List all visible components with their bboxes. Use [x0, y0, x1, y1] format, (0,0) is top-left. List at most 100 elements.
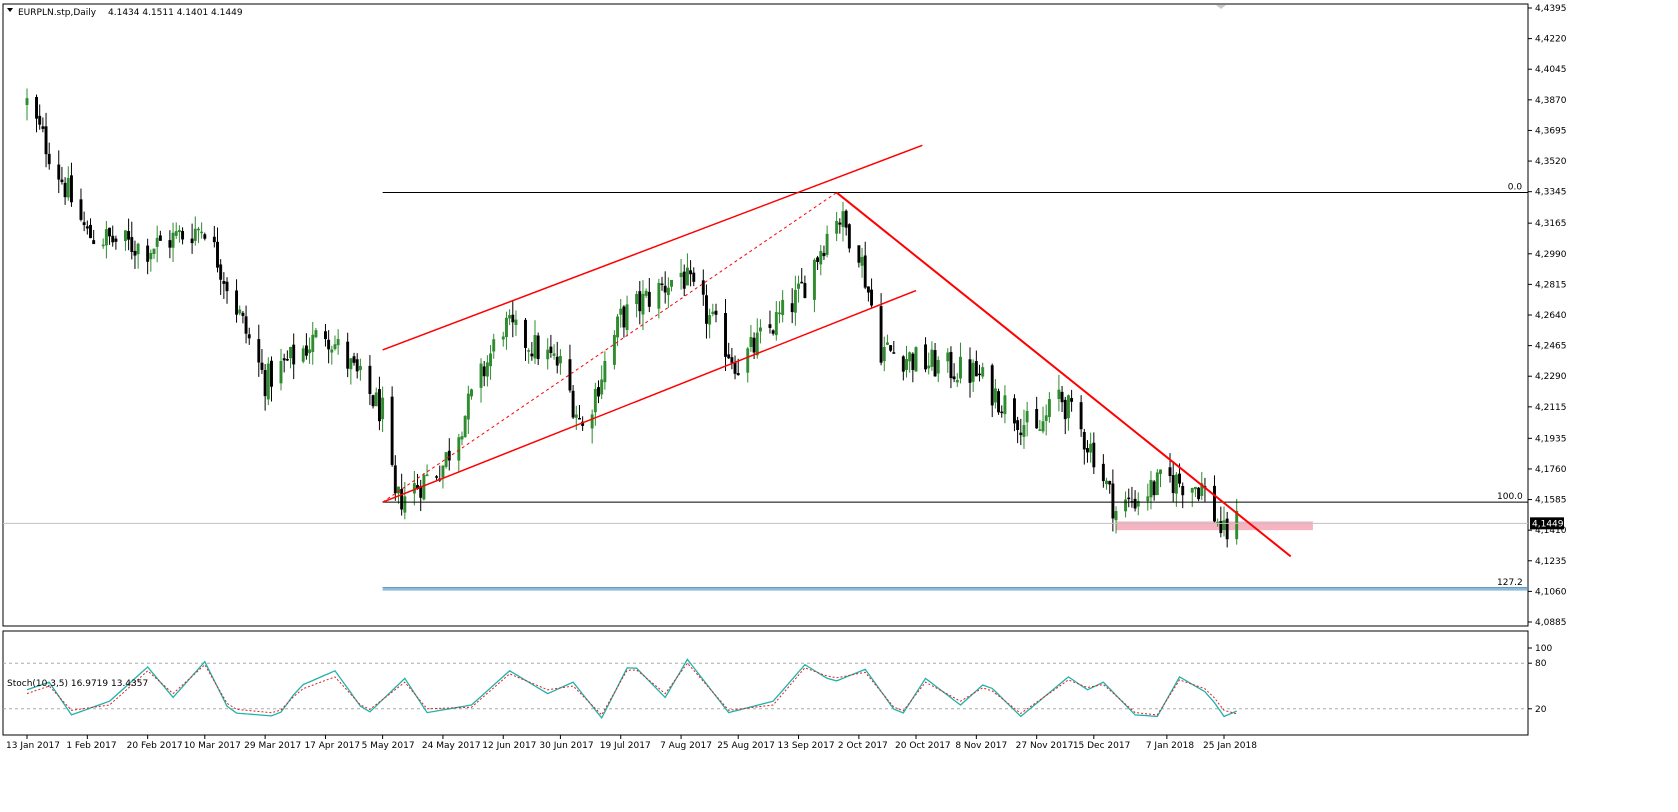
candle[interactable] — [1003, 385, 1007, 424]
candle[interactable] — [25, 88, 29, 121]
candle[interactable] — [1190, 487, 1194, 507]
candle[interactable] — [1159, 469, 1162, 488]
candle[interactable] — [149, 249, 153, 272]
candle[interactable] — [536, 332, 540, 366]
candle[interactable] — [330, 345, 334, 365]
candle[interactable] — [514, 310, 518, 336]
candle[interactable] — [971, 359, 975, 392]
candle[interactable] — [774, 301, 778, 341]
candle[interactable] — [644, 288, 648, 299]
candle[interactable] — [1149, 470, 1153, 510]
candle[interactable] — [1019, 418, 1023, 446]
candle[interactable] — [857, 245, 861, 268]
trendline-channel-upper[interactable] — [382, 144, 923, 351]
candle[interactable] — [381, 386, 385, 432]
candle[interactable] — [901, 355, 905, 381]
price-zone[interactable] — [1116, 521, 1313, 531]
candle[interactable] — [1089, 432, 1093, 463]
candle[interactable] — [619, 298, 623, 328]
candle[interactable] — [101, 238, 105, 249]
candle[interactable] — [1063, 396, 1067, 435]
candle[interactable] — [600, 365, 604, 400]
candle[interactable] — [558, 349, 562, 375]
candle[interactable] — [866, 286, 870, 302]
candle[interactable] — [200, 222, 204, 239]
candle[interactable] — [1174, 471, 1178, 507]
candle[interactable] — [177, 225, 181, 243]
candle[interactable] — [133, 240, 137, 269]
candle[interactable] — [441, 465, 445, 489]
candle[interactable] — [816, 255, 820, 270]
candle[interactable] — [244, 305, 248, 344]
candle[interactable] — [844, 209, 848, 236]
candle[interactable] — [333, 335, 337, 351]
candle[interactable] — [749, 324, 753, 352]
candle[interactable] — [447, 438, 451, 471]
candle[interactable] — [66, 166, 70, 201]
candle[interactable] — [136, 242, 140, 269]
candle[interactable] — [1082, 428, 1086, 465]
candle[interactable] — [1235, 498, 1239, 545]
candle[interactable] — [1171, 461, 1175, 503]
candle[interactable] — [1079, 395, 1083, 437]
candle[interactable] — [978, 364, 981, 382]
candle[interactable] — [92, 229, 96, 245]
candle[interactable] — [552, 344, 556, 360]
candle[interactable] — [841, 202, 845, 242]
candle[interactable] — [85, 220, 89, 235]
candle[interactable] — [314, 327, 318, 339]
candle[interactable] — [635, 290, 639, 318]
candle[interactable] — [349, 357, 353, 385]
candle[interactable] — [993, 379, 997, 409]
candle[interactable] — [530, 342, 534, 361]
candle[interactable] — [1219, 506, 1223, 538]
candle[interactable] — [247, 327, 251, 345]
candle[interactable] — [1130, 486, 1134, 508]
candle[interactable] — [708, 308, 712, 339]
candle[interactable] — [711, 303, 715, 317]
candle[interactable] — [1222, 506, 1226, 537]
candle[interactable] — [111, 225, 115, 247]
candle[interactable] — [203, 232, 207, 241]
candle[interactable] — [1124, 491, 1128, 518]
candle[interactable] — [1092, 432, 1096, 474]
candle[interactable] — [714, 303, 718, 323]
candle[interactable] — [425, 464, 429, 477]
candle[interactable] — [1181, 482, 1185, 509]
candle[interactable] — [377, 376, 381, 431]
candle[interactable] — [571, 384, 575, 419]
candle[interactable] — [289, 346, 292, 369]
candle[interactable] — [781, 290, 785, 323]
candle[interactable] — [768, 310, 772, 334]
candle[interactable] — [1025, 401, 1029, 437]
candle[interactable] — [489, 344, 493, 380]
candle[interactable] — [1016, 416, 1020, 444]
candle[interactable] — [568, 344, 572, 393]
candle[interactable] — [825, 225, 829, 258]
candle[interactable] — [819, 244, 823, 276]
candle[interactable] — [924, 337, 927, 373]
candle[interactable] — [959, 342, 962, 384]
candle[interactable] — [682, 264, 686, 297]
candle[interactable] — [578, 405, 581, 420]
candle[interactable] — [1108, 480, 1112, 494]
candle[interactable] — [225, 277, 229, 304]
candle[interactable] — [508, 309, 512, 325]
candle[interactable] — [104, 220, 108, 259]
candle[interactable] — [190, 223, 194, 254]
candle[interactable] — [460, 431, 464, 446]
candle[interactable] — [327, 330, 331, 364]
candle[interactable] — [470, 388, 473, 400]
candle[interactable] — [152, 248, 156, 259]
candle[interactable] — [1111, 469, 1115, 532]
candle[interactable] — [1127, 488, 1131, 508]
candle[interactable] — [308, 337, 312, 364]
candle[interactable] — [355, 353, 359, 379]
candle[interactable] — [1038, 419, 1042, 431]
candle[interactable] — [44, 112, 48, 168]
candle[interactable] — [235, 279, 239, 323]
candle[interactable] — [914, 346, 918, 372]
candle[interactable] — [647, 277, 651, 313]
